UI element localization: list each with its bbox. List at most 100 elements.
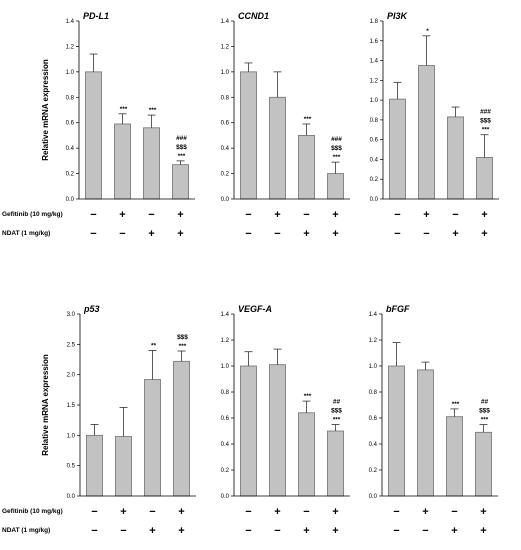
y-tick-label: 0.0 [67,494,76,500]
bar [85,71,102,200]
ndat-sign: − [274,525,280,537]
significance-label: $$$ [176,144,187,151]
bar [327,173,344,200]
gefitinib-sign: − [393,506,399,518]
y-tick-label: 0.2 [369,468,378,474]
significance-label: $$$ [331,408,342,415]
y-tick-label: 0.0 [221,197,230,203]
bar [269,364,286,497]
significance-label: *** [452,401,460,408]
y-tick-label: 1.5 [67,403,76,409]
y-tick-label: 0.2 [370,177,379,183]
y-tick-label: 0.2 [221,172,230,178]
y-tick-label: 1.4 [221,312,230,318]
bar [446,416,463,497]
y-tick-label: 1.4 [66,19,75,25]
panel-title: bFGF [386,304,410,314]
bar [389,98,406,200]
ndat-sign: − [90,228,96,240]
bar [173,360,190,497]
panel-title: CCND1 [238,11,269,21]
ndat-sign: − [245,525,251,537]
ndat-sign: − [393,525,399,537]
bar [144,379,161,497]
significance-label: *** [482,127,490,134]
ndat-sign: + [177,228,183,240]
ndat-sign: + [148,228,154,240]
panel-title: PI3K [387,11,409,21]
bar [475,431,492,497]
gefitinib-sign: + [120,506,126,518]
bar [269,96,286,200]
panel-title: p53 [83,304,100,314]
ndat-sign: − [120,525,126,537]
y-tick-label: 0.4 [221,442,230,448]
gefitinib-sign: − [451,506,457,518]
panel-title: VEGF-A [238,304,272,314]
significance-label: ** [151,342,157,349]
y-axis-label: Relative mRNA expression [41,354,50,456]
significance-label: *** [333,417,341,424]
y-tick-label: 0.5 [67,464,76,470]
y-tick-label: 0.4 [369,442,378,448]
y-tick-label: 2.5 [67,342,76,348]
bar [417,369,434,497]
significance-label: ### [480,109,491,116]
ndat-sign: − [274,228,280,240]
bar [388,365,405,497]
y-tick-label: 0.0 [66,197,75,203]
ndat-row-label: NDAT (1 mg/kg) [2,230,50,237]
significance-label: *** [481,417,489,424]
chart-panel-1: *** *** ### $$$ *** 0.0 0.2 0.4 0.6 0.8 1.0 1.2 1.4 P… [66,11,195,240]
significance-label: $$$ [480,118,491,125]
y-tick-label: 1.0 [369,364,378,370]
gefitinib-sign: − [90,209,96,221]
significance-label: ### [176,135,187,142]
y-tick-label: 1.4 [370,59,379,65]
significance-label: *** [304,116,312,123]
significance-label: $$$ [479,408,490,415]
significance-label: ### [331,136,342,143]
bar [476,157,493,200]
ndat-sign: + [332,525,338,537]
gefitinib-sign: − [303,506,309,518]
gefitinib-sign: + [274,209,280,221]
gefitinib-sign: + [177,209,183,221]
bar [240,71,257,200]
gefitinib-sign: − [394,209,400,221]
significance-label: ## [481,399,489,406]
y-tick-label: 1.0 [221,70,230,76]
y-tick-label: 1.0 [221,364,230,370]
significance-label: *** [333,154,341,161]
y-tick-label: 1.2 [221,338,230,344]
chart-panel-2: *** ### $$$ *** 0.0 0.2 0.4 0.6 0.8 1.0 1.2 1.4 CCND… [221,11,350,240]
y-tick-label: 1.0 [67,433,76,439]
gefitinib-sign: − [452,209,458,221]
gefitinib-row-label: Gefitinib (10 mg/kg) [2,211,63,218]
ndat-sign: + [481,228,487,240]
y-tick-label: 0.4 [370,157,379,163]
y-tick-label: 0.6 [221,416,230,422]
y-tick-label: 0.8 [66,95,75,101]
significance-label: $$$ [177,334,188,341]
ndat-sign: + [303,228,309,240]
ndat-sign: + [332,228,338,240]
bar [143,127,160,200]
significance-label: *** [304,393,312,400]
gefitinib-row-label: Gefitinib (10 mg/kg) [2,508,63,515]
y-tick-label: 0.0 [370,197,379,203]
y-tick-label: 1.2 [370,78,379,84]
significance-label: ## [333,399,341,406]
y-tick-label: 1.4 [369,312,378,318]
ndat-sign: + [451,525,457,537]
gefitinib-sign: + [332,209,338,221]
chart-panel-3: * ### $$$ *** 0.0 0.2 0.4 0.6 0.8 1.0 1.2 1.4 1.6 1.8… [370,11,499,240]
panel-title: PD-L1 [83,11,109,21]
y-tick-label: 0.0 [221,494,230,500]
significance-label: *** [120,106,128,113]
gefitinib-sign: + [119,209,125,221]
ndat-sign: − [245,228,251,240]
chart-panel-6: *** ## $$$ *** 0.0 0.2 0.4 0.6 0.8 1.0 1.2 1.4 bFGF −… [369,304,498,537]
y-tick-label: 1.2 [66,44,75,50]
